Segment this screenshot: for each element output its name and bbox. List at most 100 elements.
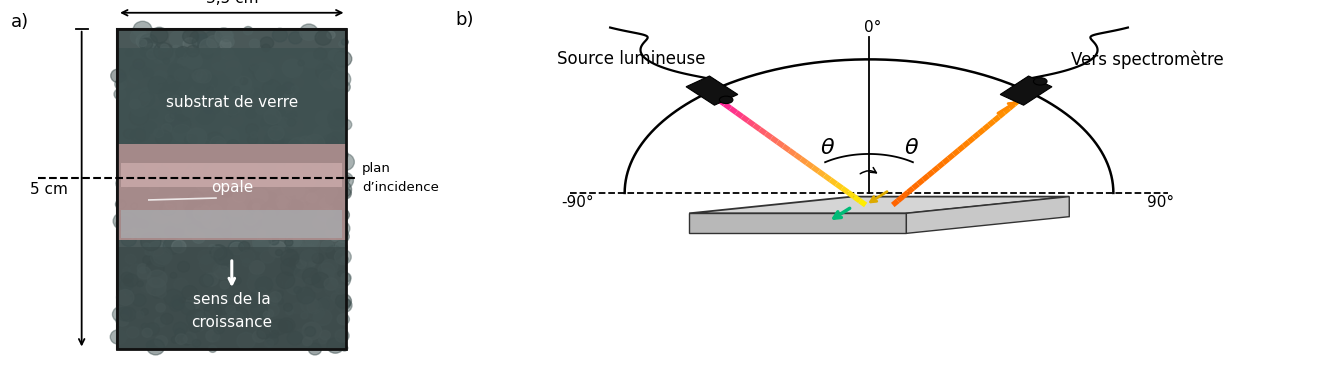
- Circle shape: [312, 59, 323, 69]
- Circle shape: [111, 330, 126, 344]
- Circle shape: [233, 191, 245, 203]
- Circle shape: [122, 267, 130, 274]
- Circle shape: [336, 231, 349, 242]
- Circle shape: [294, 265, 313, 283]
- Circle shape: [166, 103, 173, 109]
- Circle shape: [331, 270, 350, 288]
- Circle shape: [186, 225, 199, 236]
- Circle shape: [158, 128, 166, 135]
- Circle shape: [220, 297, 229, 305]
- Circle shape: [184, 171, 200, 185]
- Circle shape: [304, 326, 316, 336]
- Circle shape: [252, 167, 263, 177]
- Circle shape: [180, 334, 194, 345]
- Circle shape: [157, 47, 175, 63]
- Text: croissance: croissance: [191, 315, 273, 329]
- Circle shape: [291, 303, 303, 313]
- Circle shape: [328, 109, 348, 127]
- Circle shape: [116, 289, 134, 305]
- Circle shape: [228, 85, 245, 101]
- Circle shape: [116, 217, 132, 231]
- Circle shape: [277, 109, 286, 116]
- Circle shape: [162, 214, 171, 223]
- Circle shape: [194, 173, 212, 190]
- Circle shape: [196, 176, 212, 191]
- Circle shape: [220, 219, 229, 228]
- Circle shape: [320, 135, 338, 151]
- Circle shape: [129, 108, 149, 125]
- Circle shape: [257, 327, 270, 339]
- Circle shape: [250, 188, 267, 204]
- Circle shape: [216, 174, 233, 190]
- Circle shape: [290, 111, 296, 117]
- Text: 0°: 0°: [864, 20, 881, 35]
- Circle shape: [303, 268, 321, 285]
- Circle shape: [219, 128, 240, 146]
- Circle shape: [261, 250, 275, 263]
- Circle shape: [255, 277, 273, 293]
- Circle shape: [130, 89, 150, 107]
- Circle shape: [249, 56, 266, 72]
- Circle shape: [221, 186, 236, 198]
- Circle shape: [337, 229, 348, 238]
- Circle shape: [115, 79, 126, 89]
- Circle shape: [205, 132, 224, 149]
- Circle shape: [340, 174, 350, 184]
- Circle shape: [184, 155, 191, 160]
- Circle shape: [252, 88, 261, 97]
- Circle shape: [138, 169, 157, 186]
- Circle shape: [117, 152, 128, 161]
- Circle shape: [335, 249, 352, 265]
- Circle shape: [306, 278, 312, 284]
- Circle shape: [291, 168, 304, 179]
- Circle shape: [115, 89, 126, 100]
- Circle shape: [323, 186, 331, 194]
- Circle shape: [263, 312, 270, 318]
- Circle shape: [220, 55, 240, 72]
- Circle shape: [271, 278, 283, 288]
- Circle shape: [196, 173, 211, 186]
- Circle shape: [302, 52, 320, 68]
- Circle shape: [138, 39, 146, 47]
- Circle shape: [253, 203, 259, 210]
- Circle shape: [121, 272, 133, 283]
- Circle shape: [337, 298, 350, 310]
- Circle shape: [254, 62, 275, 81]
- Circle shape: [215, 28, 233, 44]
- Circle shape: [303, 337, 312, 346]
- Circle shape: [336, 285, 346, 294]
- Circle shape: [302, 322, 321, 340]
- Circle shape: [286, 277, 304, 295]
- Circle shape: [300, 235, 320, 252]
- Circle shape: [174, 278, 188, 291]
- Circle shape: [175, 328, 186, 338]
- Circle shape: [266, 304, 279, 316]
- Circle shape: [313, 48, 327, 60]
- Circle shape: [282, 82, 295, 94]
- Circle shape: [146, 49, 158, 59]
- Circle shape: [151, 211, 165, 223]
- Circle shape: [269, 126, 284, 140]
- Circle shape: [319, 170, 335, 184]
- Circle shape: [124, 233, 130, 239]
- Circle shape: [295, 171, 315, 190]
- Circle shape: [312, 253, 324, 263]
- Circle shape: [266, 304, 274, 312]
- Circle shape: [299, 136, 312, 147]
- Circle shape: [283, 303, 292, 311]
- Circle shape: [317, 155, 325, 162]
- Circle shape: [263, 109, 281, 124]
- Circle shape: [171, 336, 179, 343]
- Circle shape: [174, 69, 188, 81]
- Bar: [121, 163, 342, 187]
- Circle shape: [116, 199, 126, 209]
- Circle shape: [150, 27, 169, 43]
- Text: substrat de verre: substrat de verre: [166, 95, 298, 110]
- Circle shape: [227, 68, 240, 79]
- Circle shape: [219, 227, 228, 236]
- Circle shape: [130, 128, 146, 142]
- Circle shape: [296, 168, 315, 185]
- Circle shape: [306, 234, 319, 246]
- Circle shape: [300, 250, 319, 267]
- Circle shape: [263, 174, 282, 190]
